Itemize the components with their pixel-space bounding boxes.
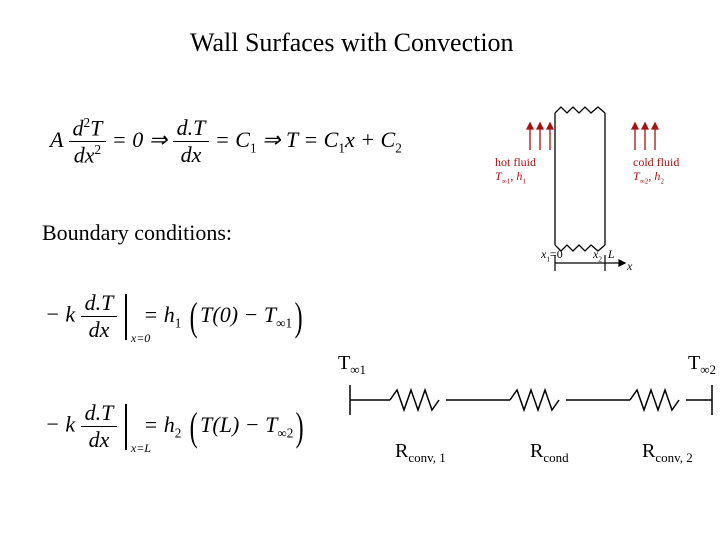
eq1-dT-num: d.T [173,115,210,141]
circuit-t-left: T∞1 [338,352,366,378]
circuit-t-right: T∞2 [688,352,716,378]
equation-bc1: − k d.T dx x=0 = h1 (T(0) − T∞1) [45,290,305,343]
bc2-num: d.T [81,400,118,426]
circuit-r2: Rcond [530,440,569,466]
bc2-inside: T(L) − T∞2 [200,412,293,437]
bc1-den: dx [81,317,118,343]
page-title: Wall Surfaces with Convection [190,28,514,58]
boundary-conditions-heading: Boundary conditions: [42,220,232,246]
x1-label: x1=0 [541,247,563,263]
eq1-eqC1: = C1 [215,127,257,152]
hot-fluid-params: T∞1, h1 [495,169,526,185]
bc1-inside: T(0) − T∞1 [200,302,292,327]
wall-diagram: hot fluid T∞1, h1 cold fluid T∞2, h2 x1=… [475,95,695,285]
bc2-mk: − k [45,412,75,437]
circuit-r3: Rconv, 2 [642,440,693,466]
bc1-eq: = h1 [143,302,181,327]
equation-bc2: − k d.T dx x=L = h2 (T(L) − T∞2) [45,400,307,453]
cold-fluid-label: cold fluid [633,155,679,170]
circuit-r1: Rconv, 1 [395,440,446,466]
bc2-eq: = h2 [143,412,181,437]
bc1-num: d.T [81,290,118,316]
bc2-at: x=L [131,441,151,456]
x-axis-label: x [627,259,632,274]
eq1-eq0: = 0 ⇒ [112,127,167,152]
bc1-mk: − k [45,302,75,327]
eq1-rest: ⇒ T = C1x + C2 [262,127,402,152]
wall-svg [475,95,695,285]
bc1-at: x=0 [131,331,150,346]
hot-fluid-label: hot fluid [495,155,536,170]
eq1-A: A [50,127,63,152]
bc2-den: dx [81,427,118,453]
eq1-dT-den: dx [173,142,210,168]
cold-fluid-params: T∞2, h2 [633,169,664,185]
x2-label: x2 L [593,247,615,263]
equation-governing: A d2T dx2 = 0 ⇒ d.T dx = C1 ⇒ T = C1x + … [50,115,402,169]
